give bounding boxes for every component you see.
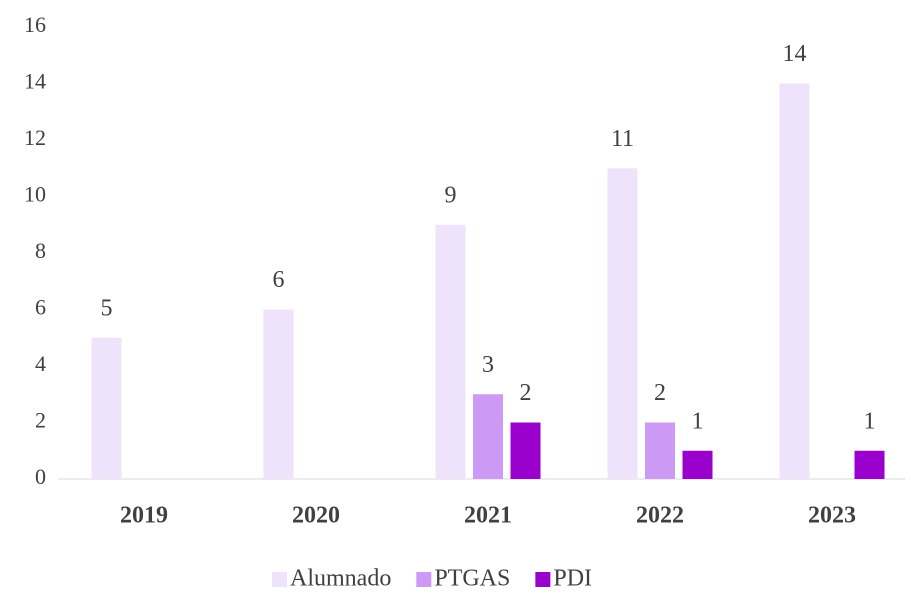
legend-label: PTGAS xyxy=(434,566,510,592)
x-tick-label: 2020 xyxy=(292,503,340,529)
data-label: 6 xyxy=(273,267,285,293)
x-tick-label: 2021 xyxy=(464,503,512,529)
data-label: 2 xyxy=(520,380,532,406)
bar xyxy=(510,422,541,479)
bar xyxy=(473,394,503,479)
bar xyxy=(645,422,675,479)
y-tick-label: 10 xyxy=(24,182,46,207)
data-label: 9 xyxy=(445,182,457,208)
y-tick-label: 6 xyxy=(35,295,46,320)
legend-swatch xyxy=(535,572,551,587)
y-tick-label: 2 xyxy=(35,408,46,433)
y-tick-label: 4 xyxy=(35,351,46,376)
legend-label: PDI xyxy=(553,566,592,592)
data-label: 5 xyxy=(101,295,113,321)
data-label: 1 xyxy=(864,408,876,434)
bar xyxy=(682,450,713,479)
data-label: 3 xyxy=(482,352,494,378)
x-tick-label: 2019 xyxy=(120,503,168,529)
y-tick-label: 16 xyxy=(24,12,46,37)
bar xyxy=(91,337,122,479)
x-tick-label: 2022 xyxy=(636,503,684,529)
legend-swatch xyxy=(272,572,287,587)
data-label: 14 xyxy=(783,41,807,67)
bar xyxy=(779,83,810,479)
data-label: 2 xyxy=(654,380,666,406)
bar xyxy=(854,450,885,479)
y-tick-label: 12 xyxy=(24,125,46,150)
y-tick-label: 14 xyxy=(24,69,46,94)
legend-label: Alumnado xyxy=(290,566,391,592)
data-label: 1 xyxy=(692,408,704,434)
data-label: 11 xyxy=(611,126,634,152)
bar xyxy=(263,309,294,479)
bar xyxy=(607,168,638,479)
y-tick-label: 8 xyxy=(35,238,46,263)
legend-swatch xyxy=(416,572,432,587)
x-tick-label: 2023 xyxy=(808,503,856,529)
bar xyxy=(435,224,466,479)
y-tick-label: 0 xyxy=(35,464,46,489)
